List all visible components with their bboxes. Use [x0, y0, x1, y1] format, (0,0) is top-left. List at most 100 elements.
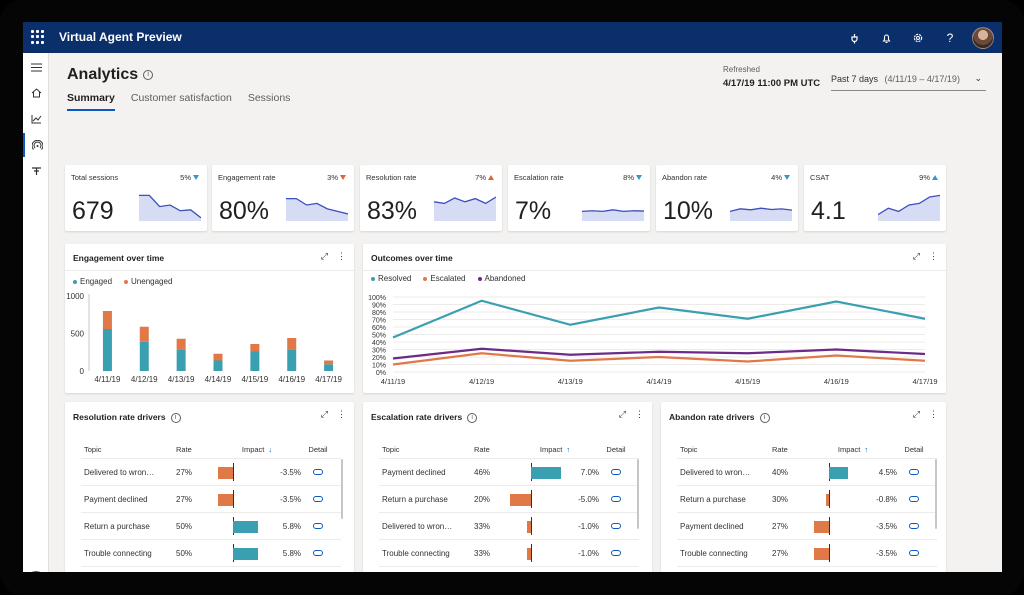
more-icon[interactable]: ⋮: [929, 409, 938, 419]
topics-icon[interactable]: [23, 159, 49, 183]
more-icon[interactable]: ⋮: [337, 409, 346, 419]
link-icon[interactable]: [611, 549, 621, 556]
sort-up-icon[interactable]: ↑: [864, 444, 869, 454]
legend-item-engaged[interactable]: Engaged: [73, 277, 112, 286]
sort-down-icon[interactable]: ↓: [268, 444, 273, 454]
bar-unengaged[interactable]: [176, 338, 186, 350]
col-rate[interactable]: Rate: [772, 444, 788, 454]
col-impact[interactable]: Impact ↑: [509, 445, 601, 454]
expand-icon[interactable]: ⤢: [320, 409, 328, 419]
link-icon[interactable]: [909, 549, 919, 556]
bot-icon[interactable]: [26, 571, 46, 572]
line-abandoned[interactable]: [392, 347, 926, 360]
kpi-card[interactable]: Escalation rate 8% 7%: [508, 165, 650, 231]
info-icon[interactable]: i: [467, 412, 478, 423]
link-icon[interactable]: [611, 522, 621, 529]
expand-icon[interactable]: ⤢: [912, 251, 920, 261]
tab-summary[interactable]: Summary: [67, 92, 115, 111]
info-icon[interactable]: i: [759, 412, 770, 423]
more-icon[interactable]: ⋮: [635, 409, 644, 419]
expand-icon[interactable]: ⤢: [320, 251, 328, 261]
line-escalated[interactable]: [392, 352, 926, 366]
kpi-card[interactable]: CSAT 9% 4.1: [804, 165, 946, 231]
bar-engaged[interactable]: [139, 341, 149, 371]
expand-icon[interactable]: ⤢: [912, 409, 920, 419]
bar-unengaged[interactable]: [287, 338, 297, 350]
bell-icon[interactable]: [870, 26, 902, 50]
table-row[interactable]: Trouble connecting 50% 5.8%: [81, 540, 341, 567]
more-icon[interactable]: ⋮: [929, 251, 938, 261]
avatar[interactable]: [972, 27, 994, 49]
link-icon[interactable]: [313, 468, 323, 475]
table-row[interactable]: Delivered to wron… 33% -1.0%: [379, 513, 639, 540]
impact-axis: [531, 517, 532, 535]
date-range-dropdown[interactable]: Past 7 days (4/11/19 – 4/17/19) ⌄: [831, 71, 986, 91]
col-impact[interactable]: Impact ↓: [211, 445, 303, 454]
home-icon[interactable]: [23, 81, 49, 105]
link-icon[interactable]: [909, 522, 919, 529]
col-rate[interactable]: Rate: [474, 444, 490, 454]
kpi-delta: 7%: [475, 173, 494, 182]
bar-unengaged[interactable]: [213, 353, 223, 361]
expand-icon[interactable]: ⤢: [618, 409, 626, 419]
table-row[interactable]: Return a purchase 20% -5.0%: [379, 486, 639, 513]
col-topic[interactable]: Topic: [680, 444, 698, 454]
legend-item-unengaged[interactable]: Unengaged: [124, 277, 172, 286]
bar-engaged[interactable]: [176, 349, 186, 371]
bar-unengaged[interactable]: [102, 311, 112, 329]
hamburger-icon[interactable]: [23, 55, 49, 79]
col-topic[interactable]: Topic: [382, 444, 400, 454]
bar-unengaged[interactable]: [139, 326, 149, 342]
col-topic[interactable]: Topic: [84, 444, 102, 454]
table-row[interactable]: Payment declined 27% -3.5%: [677, 513, 937, 540]
more-icon[interactable]: ⋮: [337, 251, 346, 261]
bar-engaged[interactable]: [324, 364, 334, 371]
help-icon[interactable]: ?: [946, 31, 954, 45]
bar-engaged[interactable]: [102, 329, 112, 371]
plug-icon[interactable]: [838, 26, 870, 50]
link-icon[interactable]: [313, 522, 323, 529]
legend-item-abandoned[interactable]: Abandoned: [477, 274, 525, 283]
info-icon[interactable]: i: [170, 412, 181, 423]
link-icon[interactable]: [611, 468, 621, 475]
bar-engaged[interactable]: [213, 360, 223, 372]
bar-engaged[interactable]: [287, 349, 297, 371]
app-launcher-icon[interactable]: [31, 30, 45, 44]
kpi-card[interactable]: Resolution rate 7% 83%: [360, 165, 502, 231]
table-row[interactable]: Return a purchase 50% 5.8%: [81, 513, 341, 540]
kpi-card[interactable]: Total sessions 5% 679: [65, 165, 207, 231]
legend-item-escalated[interactable]: Escalated: [423, 274, 466, 283]
line-resolved[interactable]: [392, 299, 926, 339]
link-icon[interactable]: [313, 495, 323, 502]
link-icon[interactable]: [909, 495, 919, 502]
y-tick-label: 70%: [372, 318, 386, 325]
scrollbar[interactable]: [637, 459, 639, 529]
link-icon[interactable]: [909, 468, 919, 475]
bar-unengaged[interactable]: [324, 360, 334, 365]
table-row[interactable]: Payment declined 46% 7.0%: [379, 459, 639, 486]
legend-item-resolved[interactable]: Resolved: [371, 274, 411, 283]
analytics-icon[interactable]: [23, 107, 49, 131]
broadcast-icon[interactable]: [23, 133, 49, 157]
link-icon[interactable]: [313, 549, 323, 556]
sort-up-icon[interactable]: ↑: [566, 444, 571, 454]
bar-engaged[interactable]: [250, 351, 260, 372]
scrollbar[interactable]: [935, 459, 937, 529]
info-icon[interactable]: i: [143, 69, 154, 80]
scrollbar[interactable]: [341, 459, 343, 519]
link-icon[interactable]: [611, 495, 621, 502]
gear-icon[interactable]: [902, 26, 934, 50]
table-row[interactable]: Payment declined 27% -3.5%: [81, 486, 341, 513]
col-impact[interactable]: Impact ↑: [807, 445, 899, 454]
col-rate[interactable]: Rate: [176, 444, 192, 454]
table-row[interactable]: Return a purchase 30% -0.8%: [677, 486, 937, 513]
table-row[interactable]: Delivered to wron… 40% 4.5%: [677, 459, 937, 486]
kpi-card[interactable]: Abandon rate 4% 10%: [656, 165, 798, 231]
tab-sessions[interactable]: Sessions: [247, 92, 291, 104]
table-row[interactable]: Trouble connecting 33% -1.0%: [379, 540, 639, 567]
table-row[interactable]: Trouble connecting 27% -3.5%: [677, 540, 937, 567]
bar-unengaged[interactable]: [250, 344, 260, 352]
tab-customer-satisfaction[interactable]: Customer satisfaction: [130, 92, 232, 104]
kpi-card[interactable]: Engagement rate 3% 80%: [212, 165, 354, 231]
table-row[interactable]: Delivered to wron… 27% -3.5%: [81, 459, 341, 486]
